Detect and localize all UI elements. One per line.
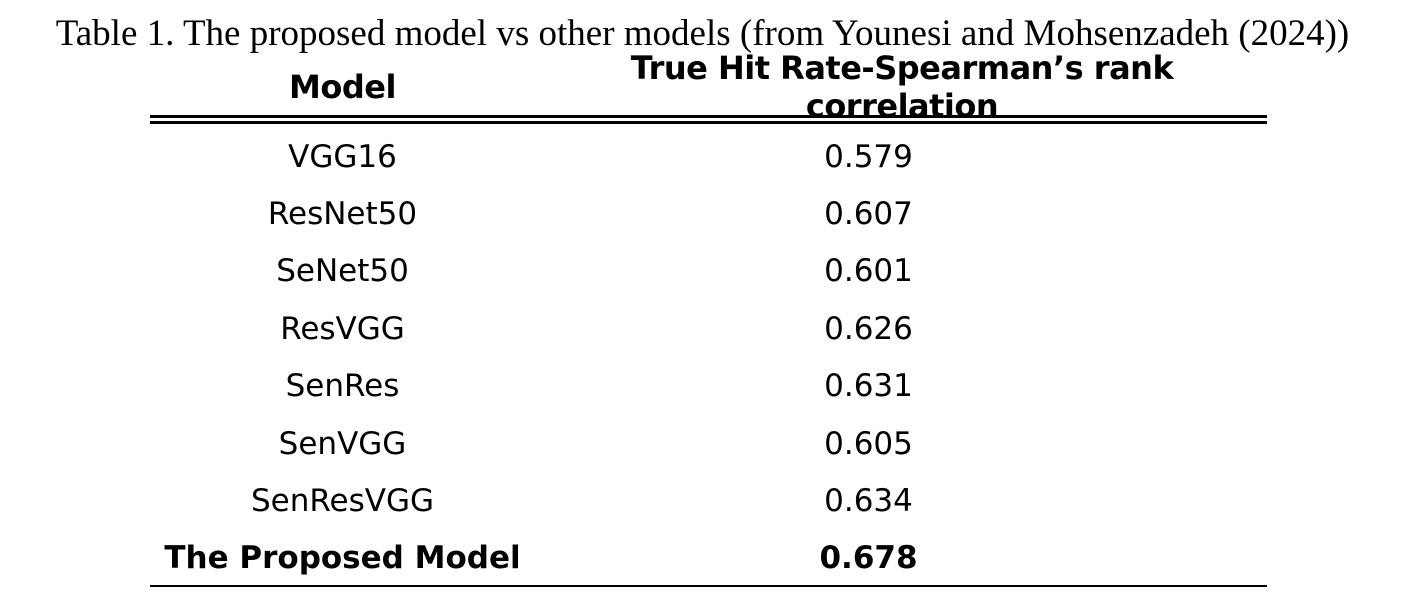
- table-row: SenVGG 0.605: [150, 415, 1267, 472]
- cell-value: 0.579: [824, 138, 913, 175]
- cell-model: VGG16: [288, 138, 397, 175]
- cell-model: The Proposed Model: [164, 540, 521, 577]
- cell-value: 0.678: [819, 540, 918, 577]
- cell-value: 0.605: [824, 425, 913, 462]
- table-caption: Table 1. The proposed model vs other mod…: [55, 13, 1350, 54]
- cell-model: SenVGG: [278, 425, 407, 462]
- cell-value: 0.626: [824, 310, 913, 347]
- table-row: SenRes 0.631: [150, 358, 1267, 415]
- cell-value: 0.634: [824, 483, 913, 520]
- header-model: Model: [289, 68, 396, 106]
- cell-model: ResNet50: [267, 196, 418, 233]
- table-bottom-rule: [150, 585, 1267, 588]
- cell-model: SenRes: [285, 368, 400, 405]
- header-double-rule: [150, 115, 1267, 124]
- table-row: SeNet50 0.601: [150, 243, 1267, 300]
- table-row: SenResVGG 0.634: [150, 472, 1267, 529]
- table-row: ResVGG 0.626: [150, 300, 1267, 357]
- results-table: Model True Hit Rate-Spearman’s rank corr…: [150, 49, 1267, 588]
- cell-value: 0.631: [824, 368, 913, 405]
- table-header-row: Model True Hit Rate-Spearman’s rank corr…: [150, 49, 1267, 125]
- header-metric: True Hit Rate-Spearman’s rank correlatio…: [630, 49, 1174, 125]
- cell-value: 0.607: [824, 196, 913, 233]
- table-row-proposed: The Proposed Model 0.678: [150, 530, 1267, 587]
- cell-model: SenResVGG: [250, 483, 435, 520]
- table-row: VGG16 0.579: [150, 128, 1267, 185]
- table-row: ResNet50 0.607: [150, 185, 1267, 242]
- cell-model: ResVGG: [280, 310, 405, 347]
- cell-model: SeNet50: [276, 253, 409, 290]
- cell-value: 0.601: [824, 253, 913, 290]
